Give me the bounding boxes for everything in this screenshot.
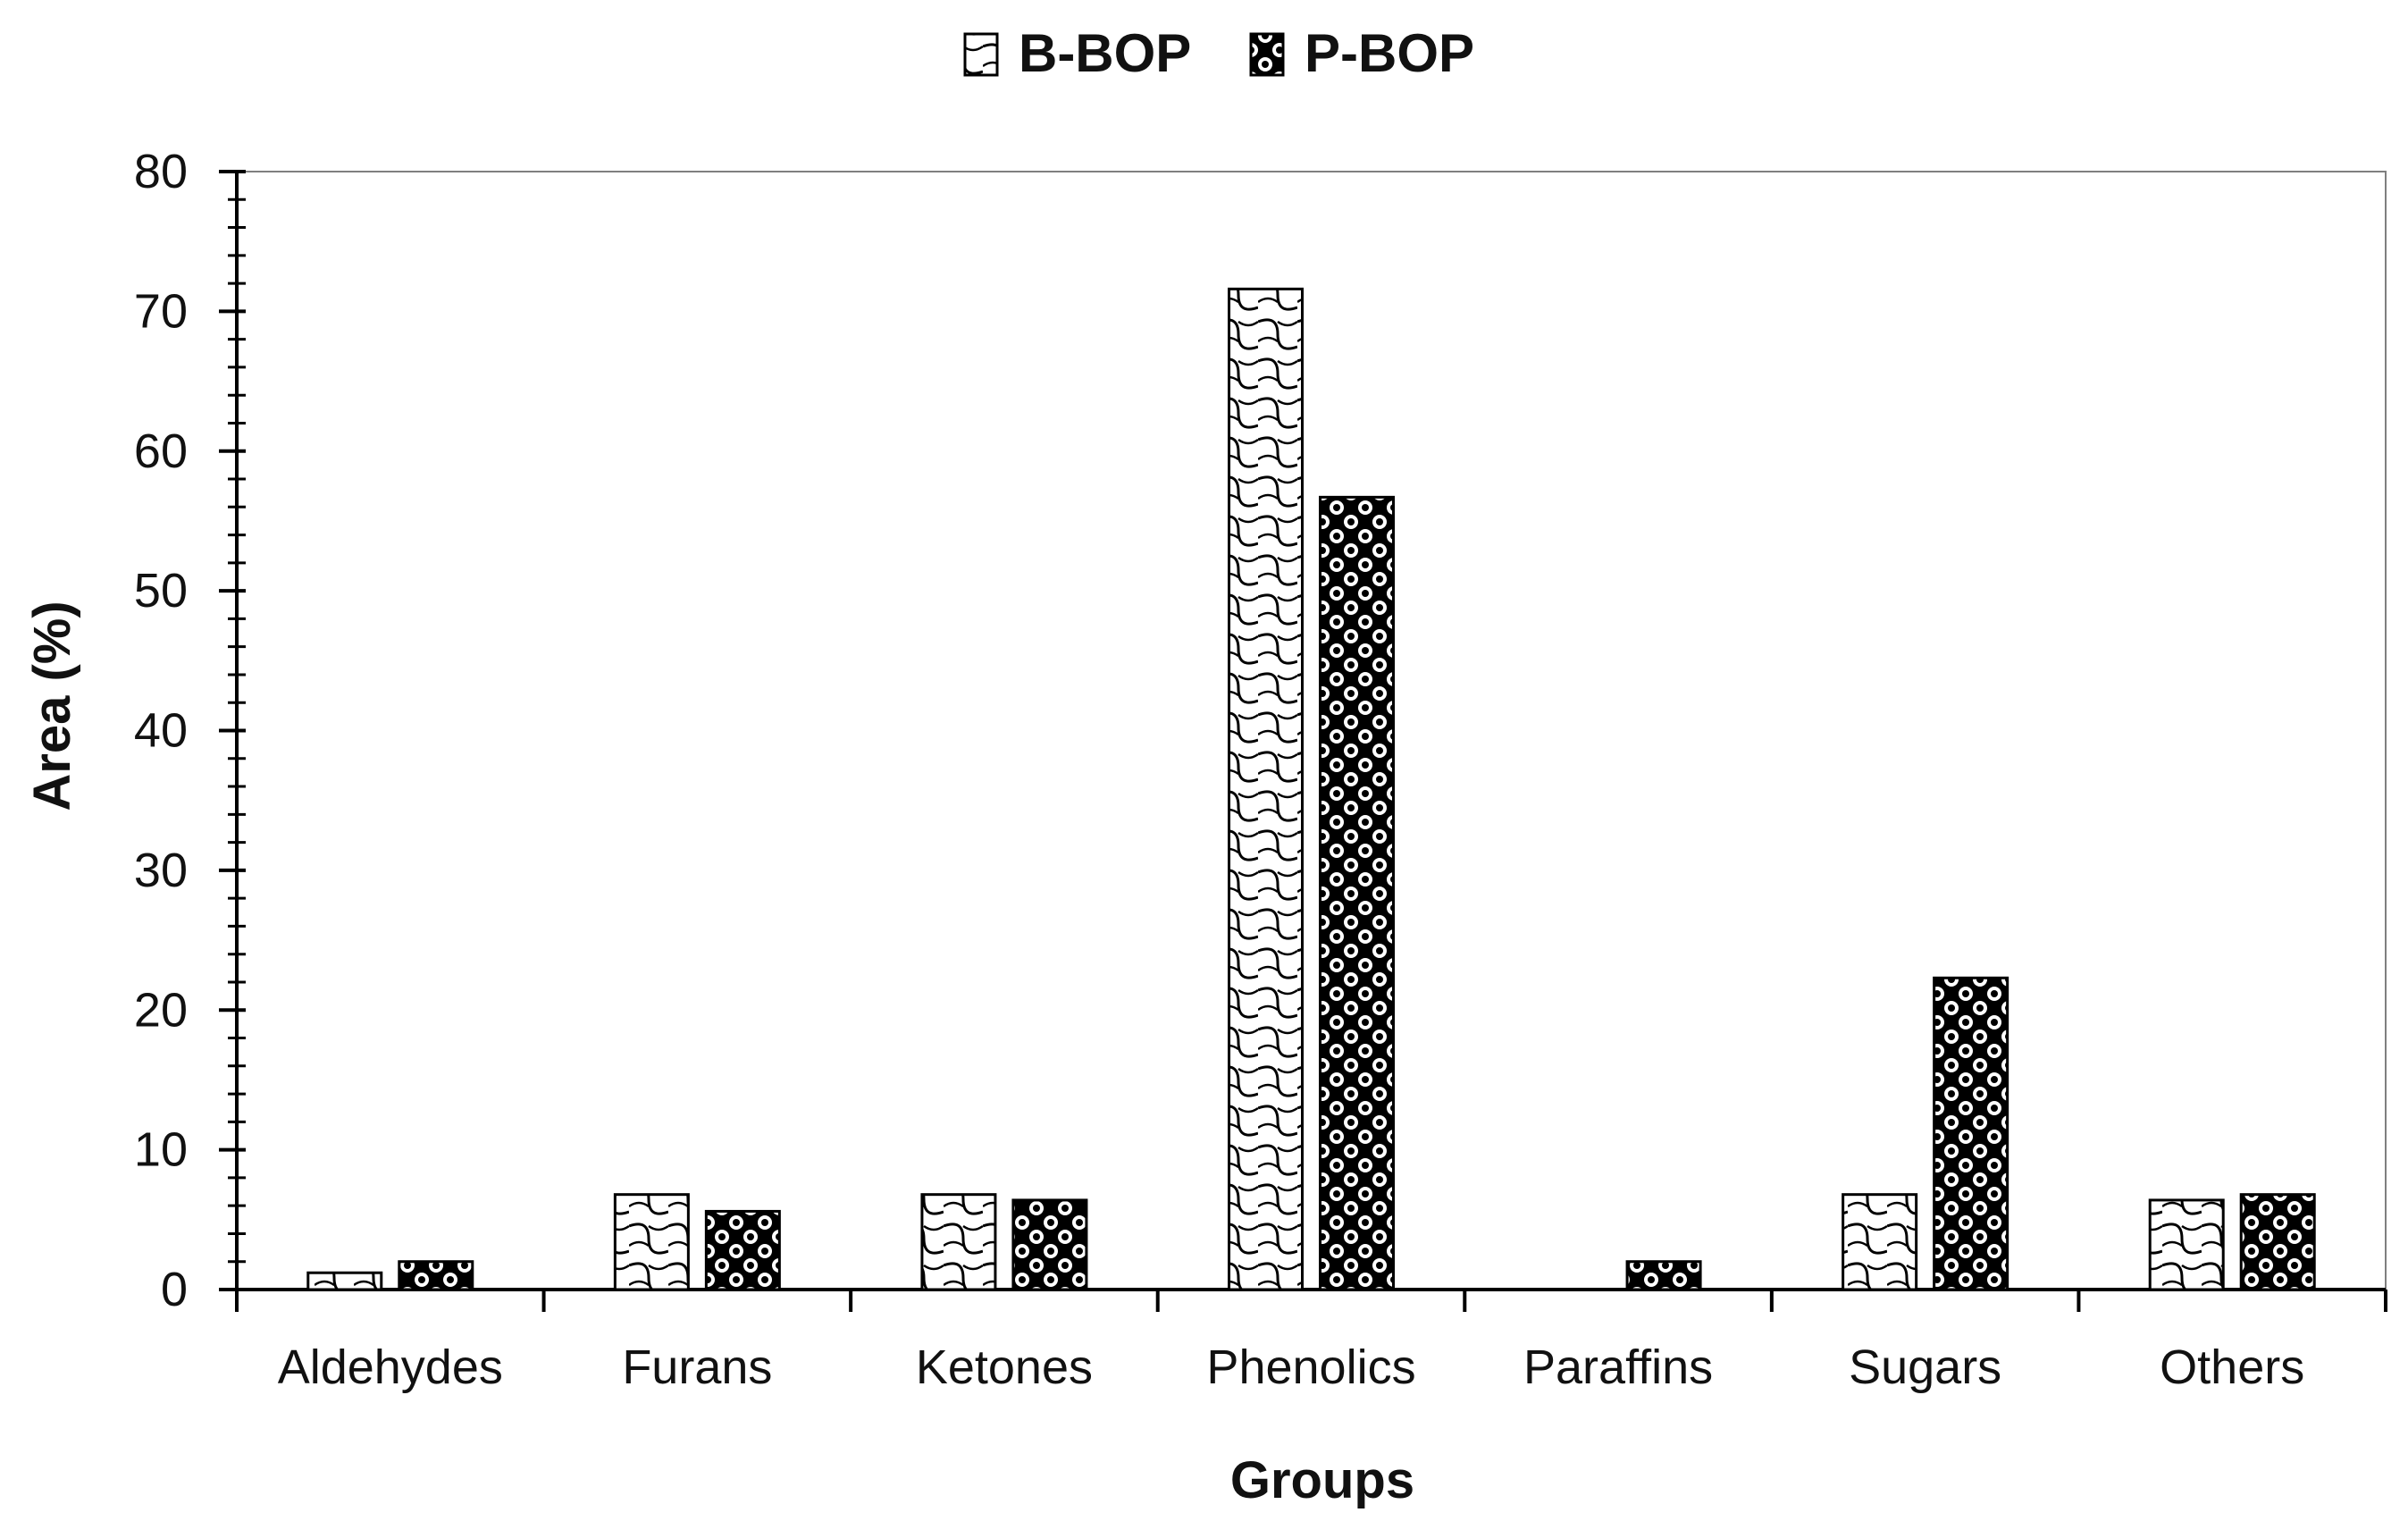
bar-p-bop-aldehydes [398, 1260, 474, 1291]
bar-p-bop-paraffins [1625, 1260, 1702, 1291]
bar-p-bop-furans [704, 1209, 781, 1291]
bar-b-bop-furans [613, 1193, 690, 1291]
x-tick-label: Sugars [1849, 1340, 2001, 1394]
y-tick-label: 0 [161, 1263, 188, 1316]
x-tick-label: Others [2160, 1340, 2304, 1394]
bar-b-bop-others [2148, 1198, 2225, 1291]
y-axis-tick-labels: 0 10 20 30 40 50 60 70 80 [134, 145, 188, 1316]
x-tick-label: Ketones [916, 1340, 1093, 1394]
x-axis-ticks [235, 1290, 2387, 1312]
y-tick-label: 70 [134, 284, 188, 338]
plot-area [236, 171, 2387, 1290]
legend-swatch-b-bop [963, 32, 999, 77]
legend-label-p-bop: P-BOP [1305, 23, 1474, 83]
x-axis-tick-labels: Aldehydes Furans Ketones Phenolics Paraffins… [278, 1340, 2305, 1394]
y-tick-label: 40 [134, 704, 188, 758]
x-tick-label: Furans [622, 1340, 772, 1394]
x-axis-title: Groups [1230, 1451, 1414, 1509]
bar-b-bop-phenolics [1228, 287, 1304, 1291]
bar-p-bop-sugars [1933, 976, 2009, 1291]
y-tick-label: 50 [134, 564, 188, 618]
y-axis-title: Area (%) [23, 601, 81, 811]
x-tick-label: Aldehydes [278, 1340, 503, 1394]
y-axis-ticks [219, 170, 246, 1291]
legend-swatch-p-bop [1249, 32, 1285, 77]
legend-label-b-bop: B-BOP [1019, 23, 1191, 83]
y-tick-label: 10 [134, 1123, 188, 1177]
bar-b-bop-sugars [1842, 1193, 1918, 1291]
legend: B-BOP P-BOP [963, 23, 1474, 83]
bar-p-bop-phenolics [1319, 495, 1395, 1291]
y-tick-label: 20 [134, 983, 188, 1037]
bar-b-bop-ketones [920, 1193, 997, 1291]
bars [306, 287, 2316, 1291]
y-tick-label: 60 [134, 424, 188, 478]
x-tick-label: Paraffins [1523, 1340, 1713, 1394]
bar-p-bop-others [2239, 1193, 2316, 1291]
y-tick-label: 30 [134, 844, 188, 897]
x-tick-label: Phenolics [1206, 1340, 1415, 1394]
bar-p-bop-ketones [1011, 1198, 1088, 1291]
bar-b-bop-aldehydes [306, 1271, 383, 1291]
y-tick-label: 80 [134, 145, 188, 198]
